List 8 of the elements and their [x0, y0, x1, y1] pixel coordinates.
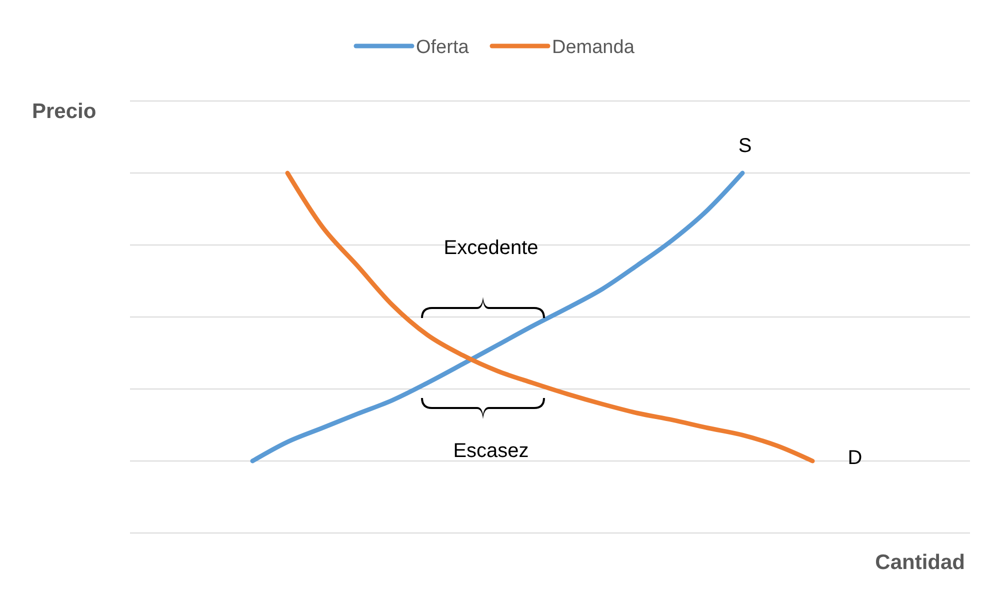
annotation: D	[848, 447, 862, 469]
legend-label: Oferta	[416, 37, 470, 58]
annotation: Excedente	[444, 237, 538, 259]
annotation: Escasez	[453, 440, 529, 462]
legend-label: Demanda	[552, 37, 635, 58]
y-axis-title: Precio	[32, 100, 96, 123]
text: S	[738, 135, 752, 157]
x-axis-title: Cantidad	[875, 551, 965, 574]
